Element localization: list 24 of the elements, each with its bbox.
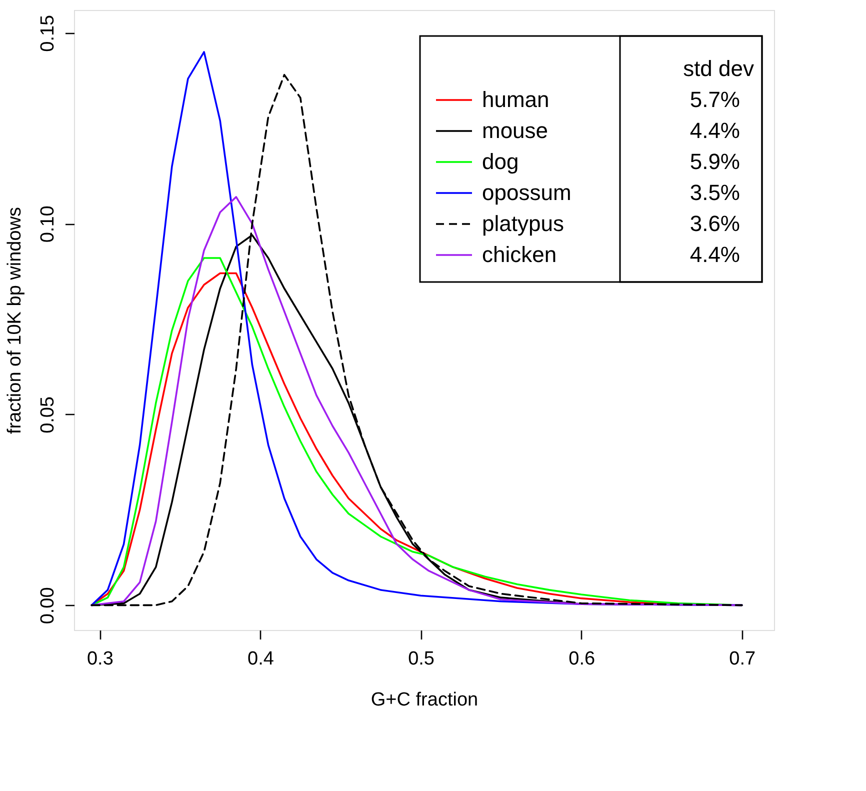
x-tick-label: 0.7	[729, 648, 756, 670]
annotation: 4.4%	[690, 242, 740, 267]
y-tick-label: 0.00	[38, 587, 58, 624]
x-tick-label: 0.3	[86, 648, 114, 670]
x-axis-title: G+C fraction	[370, 690, 478, 710]
y-axis-title: fraction of 10K bp windows	[4, 206, 26, 434]
annotation: 4.4%	[690, 118, 740, 143]
x-tick-label: 0.5	[408, 648, 434, 670]
y-tick-label: 0.05	[38, 396, 58, 434]
x-tick-label: 0.6	[568, 648, 596, 670]
annotation: 5.9%	[690, 149, 740, 174]
annotation: std dev	[683, 56, 754, 81]
annotation: 3.5%	[690, 180, 740, 205]
legend-label: dog	[482, 149, 519, 174]
x-tick-label: 0.4	[248, 648, 274, 670]
annotation: 5.7%	[690, 87, 740, 112]
legend-label: mouse	[482, 118, 548, 143]
y-tick-label: 0.15	[38, 14, 58, 52]
legend-label: platypus	[482, 211, 564, 236]
legend-label: chicken	[482, 242, 557, 267]
legend-label: human	[482, 87, 550, 112]
y-tick-label: 0.10	[38, 206, 58, 243]
annotation: 3.6%	[690, 211, 740, 236]
legend-label: opossum	[482, 180, 572, 205]
